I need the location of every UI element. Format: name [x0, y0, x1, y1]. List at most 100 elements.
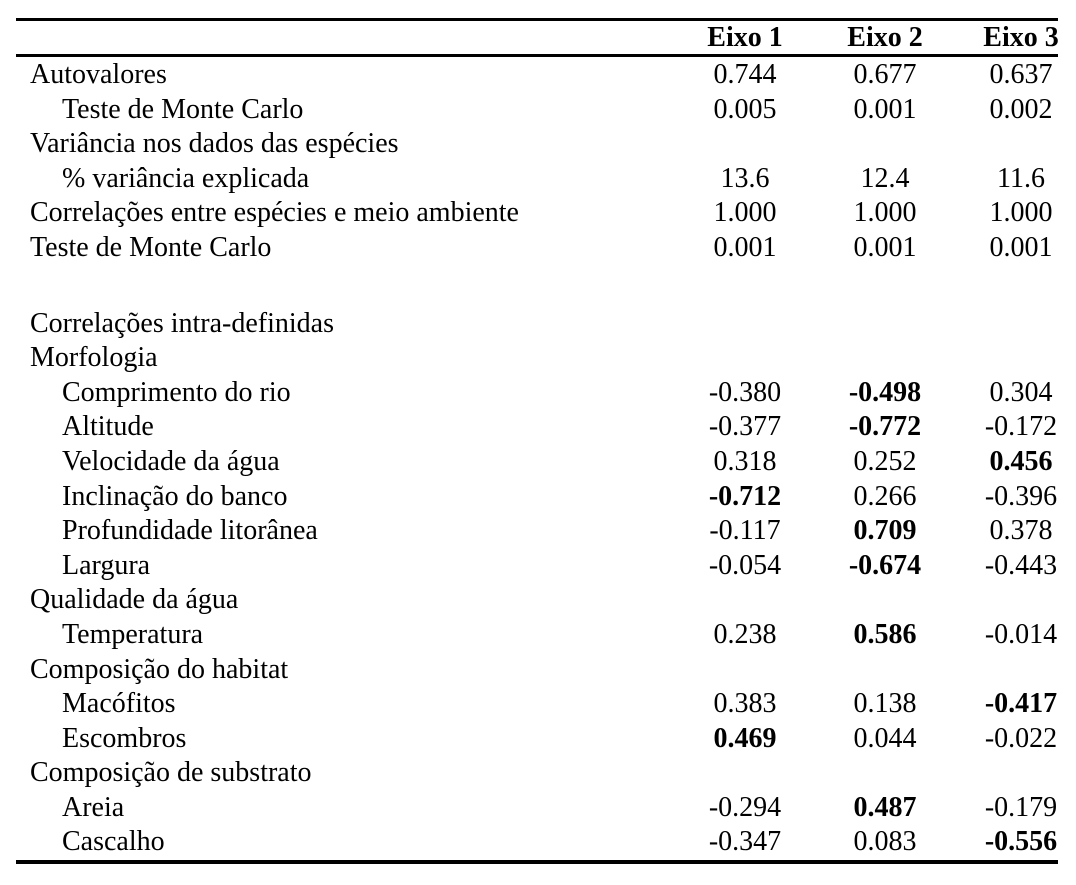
cell-value: 0.487 [853, 791, 917, 823]
cell-value: -0.172 [984, 411, 1058, 443]
cell-value: -0.712 [708, 480, 782, 512]
cell-value [953, 583, 1076, 618]
table-row: Qualidade da água [0, 583, 1076, 618]
cell-value: 0.318 [713, 445, 777, 477]
row-label [0, 266, 677, 307]
cell-value: -0.556 [984, 826, 1058, 858]
cell-value: 0.378 [989, 515, 1053, 547]
table-row: Composição do habitat [0, 653, 1076, 688]
cell-value: -0.014 [984, 618, 1058, 650]
row-label: Temperatura [62, 618, 204, 650]
cell-value: 0.252 [853, 445, 917, 477]
cell-value [677, 266, 813, 307]
cell-value: 1.000 [713, 197, 777, 229]
cell-value [953, 307, 1076, 342]
row-label: Morfologia [30, 342, 158, 374]
table-row: Escombros 0.469 0.044 -0.022 [0, 722, 1076, 757]
table-row: Profundidade litorânea -0.117 0.709 0.378 [0, 514, 1076, 549]
cell-value [677, 307, 813, 342]
row-label: % variância explicada [62, 162, 310, 194]
table-row: Variância nos dados das espécies [0, 127, 1076, 162]
cell-value: -0.022 [984, 722, 1058, 754]
cell-value [817, 583, 953, 618]
cell-value: 0.677 [853, 59, 917, 90]
table-body: Autovalores 0.744 0.677 0.637 Teste de Monte… [0, 58, 1076, 860]
cell-value: 0.083 [853, 826, 917, 858]
table-row: Macófitos 0.383 0.138 -0.417 [0, 687, 1076, 722]
cell-value: 0.138 [853, 688, 917, 720]
cell-value: -0.377 [708, 411, 782, 443]
cell-value: 0.744 [713, 59, 777, 90]
cell-value [953, 653, 1076, 688]
cell-value: -0.347 [708, 826, 782, 858]
cell-value: 0.005 [713, 93, 777, 125]
cell-value [677, 756, 813, 791]
table-header-rule [16, 54, 1058, 57]
column-header-eixo-2: Eixo 2 [847, 22, 923, 53]
cell-value: -0.179 [984, 791, 1058, 823]
row-label: Areia [62, 791, 125, 823]
cell-value: -0.674 [848, 549, 922, 581]
cell-value: 12.4 [860, 162, 910, 194]
table-row: % variância explicada 13.6 12.4 11.6 [0, 162, 1076, 197]
column-header-eixo-1: Eixo 1 [707, 22, 783, 53]
cell-value [953, 127, 1076, 162]
cell-value [677, 127, 813, 162]
cell-value: 1.000 [989, 197, 1053, 229]
cell-value [953, 341, 1076, 376]
table-row: Teste de Monte Carlo 0.005 0.001 0.002 [0, 93, 1076, 128]
cell-value: 0.001 [853, 231, 917, 263]
row-label: Correlações entre espécies e meio ambien… [30, 197, 519, 229]
cell-value: -0.117 [709, 515, 781, 547]
row-label: Correlações intra-definidas [30, 307, 334, 339]
cell-value [817, 266, 953, 307]
row-label: Teste de Monte Carlo [62, 93, 304, 125]
cell-value: 0.002 [989, 93, 1053, 125]
table-row: Correlações intra-definidas [0, 307, 1076, 342]
header-empty-cell [0, 21, 677, 54]
row-label: Composição do habitat [30, 653, 289, 685]
table-row: Cascalho -0.347 0.083 -0.556 [0, 825, 1076, 860]
row-label: Inclinação do banco [62, 480, 288, 512]
row-label: Altitude [62, 411, 154, 443]
row-label: Composição de substrato [30, 757, 312, 789]
cell-value: 0.304 [989, 376, 1053, 408]
row-label: Comprimento do rio [62, 376, 291, 408]
cell-value [677, 653, 813, 688]
table-row: Inclinação do banco -0.712 0.266 -0.396 [0, 480, 1076, 515]
cell-value: 0.586 [853, 618, 917, 650]
table-row: Morfologia [0, 341, 1076, 376]
cell-value: -0.294 [708, 791, 782, 823]
table-top-rule [16, 18, 1058, 21]
cell-value: 1.000 [853, 197, 917, 229]
row-label: Velocidade da água [62, 445, 280, 477]
table-spacer-row [0, 266, 1076, 307]
cell-value: 0.637 [989, 59, 1053, 90]
row-label: Autovalores [30, 59, 167, 90]
table-row: Areia -0.294 0.487 -0.179 [0, 791, 1076, 826]
table-row: Temperatura 0.238 0.586 -0.014 [0, 618, 1076, 653]
cell-value: 13.6 [720, 162, 770, 194]
cell-value: -0.054 [708, 549, 782, 581]
row-label: Variância nos dados das espécies [30, 128, 399, 160]
cell-value: 0.044 [853, 722, 917, 754]
row-label: Largura [62, 549, 151, 581]
cell-value: 0.001 [989, 231, 1053, 263]
cell-value: 11.6 [997, 162, 1045, 194]
cell-value [677, 583, 813, 618]
row-label: Macófitos [62, 688, 176, 720]
row-label: Cascalho [62, 826, 165, 858]
cell-value: -0.417 [984, 688, 1058, 720]
row-label: Teste de Monte Carlo [30, 231, 272, 263]
table-row: Teste de Monte Carlo 0.001 0.001 0.001 [0, 231, 1076, 266]
table-row: Velocidade da água 0.318 0.252 0.456 [0, 445, 1076, 480]
cell-value [953, 266, 1076, 307]
cell-value [677, 341, 813, 376]
cell-value [817, 653, 953, 688]
table-row: Correlações entre espécies e meio ambien… [0, 196, 1076, 231]
cell-value [953, 756, 1076, 791]
cell-value: 0.383 [713, 688, 777, 720]
column-header-eixo-3: Eixo 3 [983, 22, 1059, 53]
cell-value [817, 341, 953, 376]
